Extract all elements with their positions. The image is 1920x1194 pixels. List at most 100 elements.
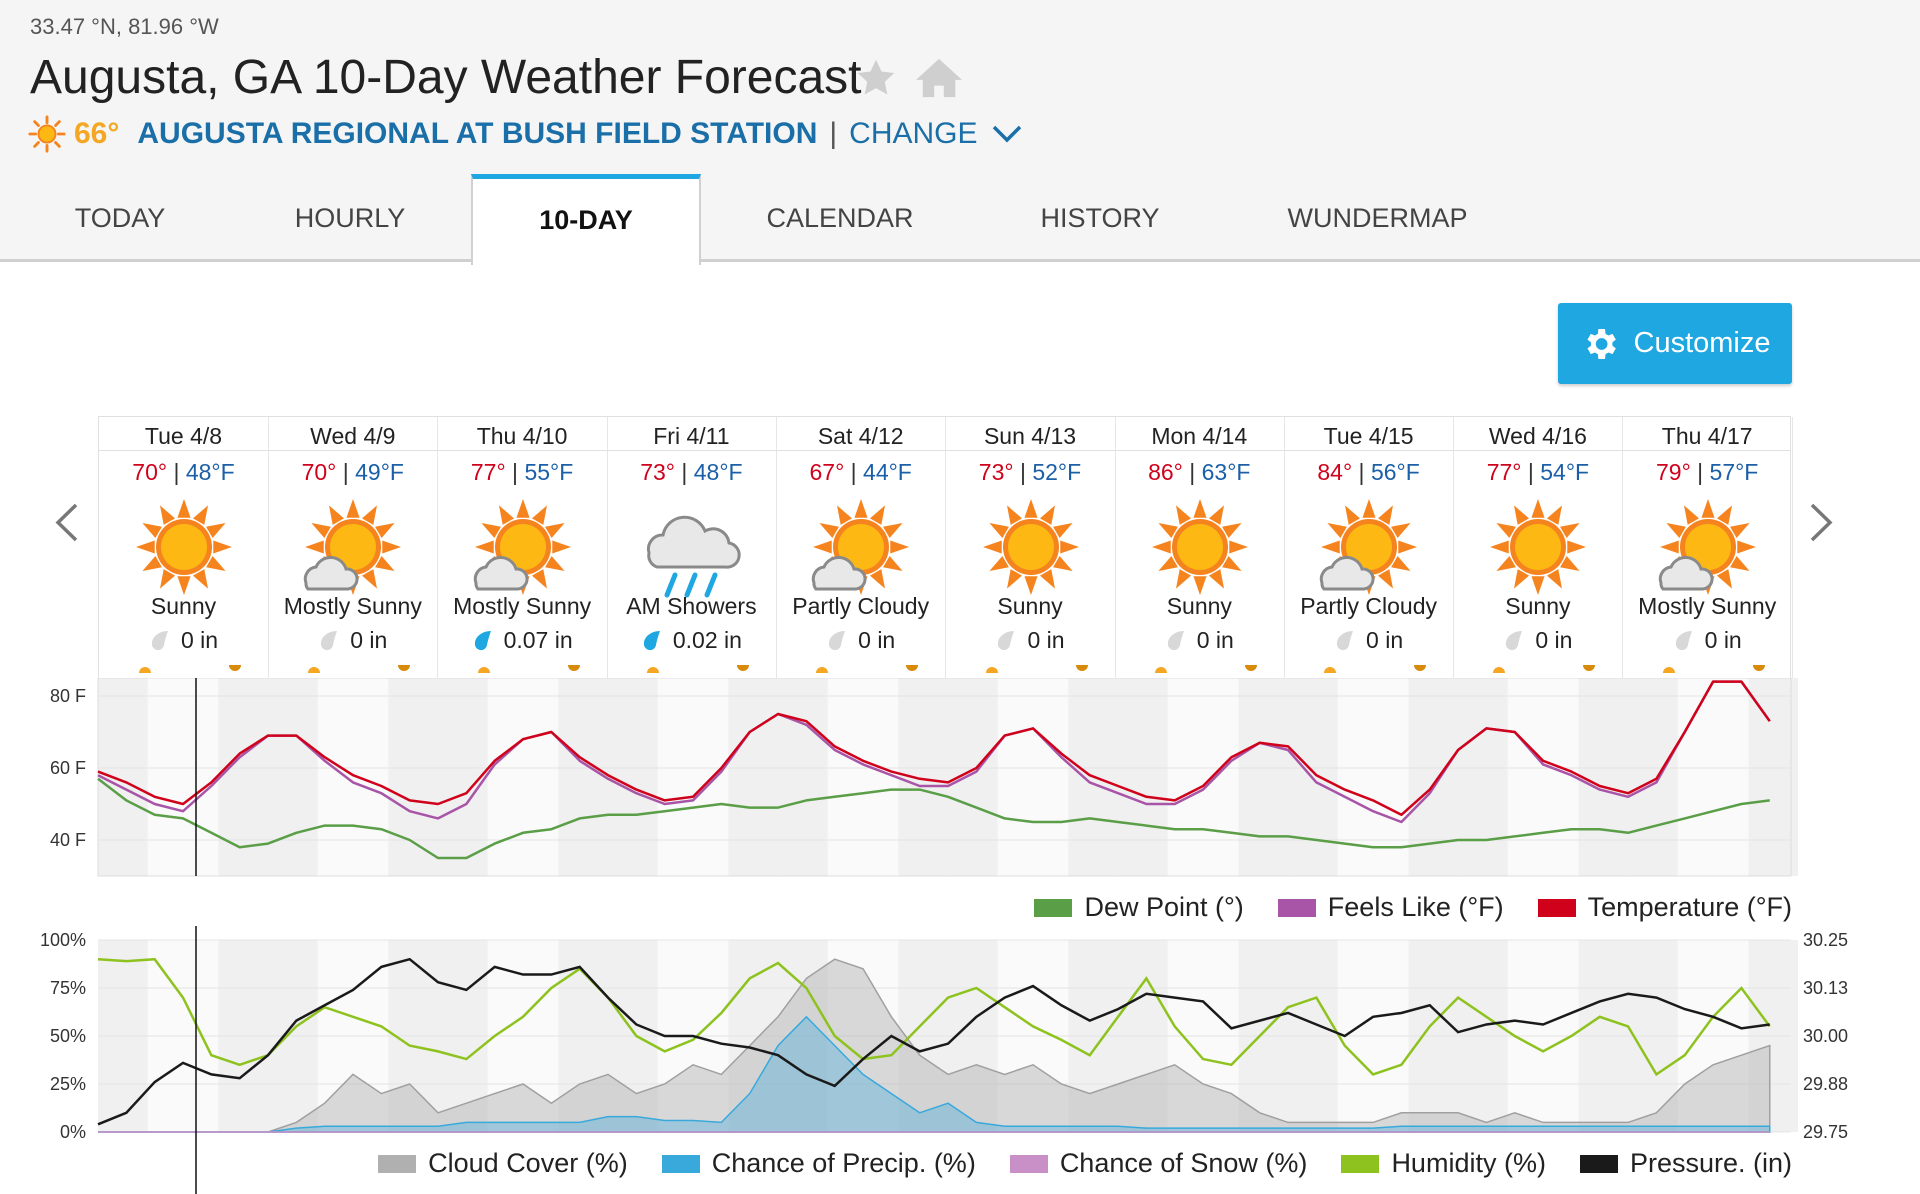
sunset-icon <box>398 665 411 671</box>
tab-history[interactable]: HISTORY <box>1040 203 1160 233</box>
day-column[interactable]: Thu 4/10 77° | 55°F Mostly Sunny 0.07 in <box>438 417 608 680</box>
tab-bar: TODAY HOURLY 10-DAY CALENDAR HISTORY WUN… <box>0 174 1920 265</box>
sunrise-icon <box>646 667 659 673</box>
tab-today[interactable]: TODAY <box>74 203 166 233</box>
day-column[interactable]: Wed 4/9 70° | 49°F Mostly Sunny 0 in <box>268 417 439 680</box>
chevron-left-icon[interactable] <box>52 500 82 545</box>
day-date: Sun 4/13 <box>983 423 1077 449</box>
sunrise-icon <box>1662 667 1675 673</box>
low-temp: 63°F <box>1201 459 1251 485</box>
series-line <box>97 777 1770 860</box>
day-column[interactable]: Tue 4/8 70° | 48°F Sunny 0 in <box>99 417 269 680</box>
low-temp: 49°F <box>355 459 404 485</box>
separator: | <box>829 117 838 150</box>
day-column[interactable]: Sat 4/12 67° | 44°F Partly Cloudy 0 in <box>776 417 947 680</box>
precip-amount: 0 in <box>776 627 945 654</box>
precip-value: 0.02 in <box>672 627 742 653</box>
night-band <box>218 678 269 876</box>
precip-amount: 0 in <box>1453 627 1622 654</box>
legend-item[interactable]: Cloud Cover (%) <box>378 1148 628 1179</box>
sunny-icon <box>982 499 1079 595</box>
sunny-icon <box>136 499 232 595</box>
day-date: Wed 4/16 <box>1488 423 1587 449</box>
high-temp: 77° <box>1486 459 1522 485</box>
y-tick-label-right: 30.00 <box>1803 1026 1848 1046</box>
day-hi-lo: 67° | 44°F <box>809 459 912 485</box>
mostly-sunny-icon <box>1658 499 1756 595</box>
day-column[interactable]: Sun 4/13 73° | 52°F Sunny 0 in <box>946 417 1116 680</box>
sunset-icon <box>1583 665 1596 671</box>
legend-item[interactable]: Feels Like (°F) <box>1277 892 1504 923</box>
sunrise-icon <box>477 667 490 673</box>
low-temp: 57°F <box>1709 459 1759 485</box>
low-temp: 52°F <box>1032 459 1082 485</box>
high-temp: 79° <box>1655 459 1691 485</box>
night-band <box>608 678 658 876</box>
raindrop-icon <box>1167 631 1184 651</box>
swatch <box>1537 898 1576 917</box>
legend-item[interactable]: Pressure. (in) <box>1579 1148 1792 1179</box>
partly-cloudy-icon <box>1319 499 1418 595</box>
chevron-right-icon[interactable] <box>1806 500 1836 545</box>
condition: Mostly Sunny <box>283 593 422 619</box>
legend-item[interactable]: Chance of Snow (%) <box>1009 1148 1307 1179</box>
day-forecast-strip: Tue 4/8 70° | 48°F Sunny 0 in Wed 4/9 70… <box>98 416 1793 680</box>
sunset-icon <box>736 665 749 671</box>
tab-wundermap[interactable]: WUNDERMAP <box>1287 203 1468 233</box>
night-band <box>1238 678 1289 876</box>
night-band <box>778 678 828 876</box>
sunset-icon <box>1075 665 1088 671</box>
chevron-down-icon[interactable] <box>990 123 1024 145</box>
day-column[interactable]: Wed 4/16 77° | 54°F Sunny 0 in <box>1453 417 1624 680</box>
night-band <box>1458 678 1508 876</box>
precip-value: 0 in <box>180 627 219 653</box>
legend-item[interactable]: Humidity (%) <box>1341 1148 1546 1179</box>
legend-item[interactable]: Temperature (°F) <box>1537 892 1792 923</box>
legend-item[interactable]: Dew Point (°) <box>1034 892 1244 923</box>
coordinates: 33.47 °N, 81.96 °W <box>30 14 219 39</box>
gear-icon <box>1587 328 1616 359</box>
low-temp: 56°F <box>1370 459 1420 485</box>
low-temp: 48°F <box>693 459 743 485</box>
station-link[interactable]: AUGUSTA REGIONAL AT BUSH FIELD STATION <box>137 117 818 150</box>
cloud-cover-area <box>98 958 1771 1133</box>
day-column[interactable]: Tue 4/15 84° | 56°F Partly Cloudy 0 in <box>1284 417 1455 680</box>
day-hi-lo: 84° | 56°F <box>1317 459 1420 485</box>
night-band <box>898 678 949 876</box>
day-column[interactable]: Thu 4/17 79° | 57°F Mostly Sunny 0 in <box>1623 417 1793 680</box>
raindrop-icon <box>474 631 491 651</box>
precip-value: 0 in <box>350 627 388 653</box>
legend-label: Cloud Cover (%) <box>428 1148 628 1178</box>
day-date: Thu 4/10 <box>476 423 568 449</box>
sunrise-icon <box>1493 667 1506 673</box>
swatch <box>1277 898 1316 917</box>
customize-button[interactable]: Customize <box>1558 303 1792 384</box>
y-tick-label-left: 0% <box>60 1122 86 1142</box>
home-icon[interactable] <box>914 55 964 101</box>
temperature-chart: 40 F 60 F 80 F <box>50 678 1799 877</box>
legend-item[interactable]: Chance of Precip. (%) <box>661 1148 976 1179</box>
precip-amount: 0 in <box>1115 627 1284 654</box>
y-tick-label-left: 50% <box>50 1026 86 1046</box>
star-icon[interactable] <box>853 55 899 101</box>
change-station-link[interactable]: CHANGE <box>849 117 978 150</box>
y-tick-label-right: 29.75 <box>1803 1122 1848 1142</box>
day-column[interactable]: Fri 4/11 73° | 48°F AM Showers 0.02 in <box>607 417 777 680</box>
high-temp: 73° <box>978 459 1014 485</box>
tab-calendar[interactable]: CALENDAR <box>766 203 914 233</box>
day-date: Sat 4/12 <box>817 423 904 449</box>
tab-10-day[interactable]: 10-DAY <box>471 174 701 265</box>
sun-icon <box>28 115 66 153</box>
sunset-icon <box>1244 665 1257 671</box>
humidity-line <box>97 957 1771 1077</box>
tab-hourly[interactable]: HOURLY <box>294 203 406 233</box>
condition: Sunny <box>997 593 1063 619</box>
day-date: Mon 4/14 <box>1151 423 1248 449</box>
y-tick-label-left: 100% <box>40 930 86 950</box>
condition: Sunny <box>1505 593 1571 619</box>
series-line <box>97 680 1771 817</box>
condition: Partly Cloudy <box>792 593 930 619</box>
day-column[interactable]: Mon 4/14 86° | 63°F Sunny 0 in <box>1115 417 1285 680</box>
condition: Mostly Sunny <box>453 593 592 619</box>
low-temp: 55°F <box>524 459 574 485</box>
